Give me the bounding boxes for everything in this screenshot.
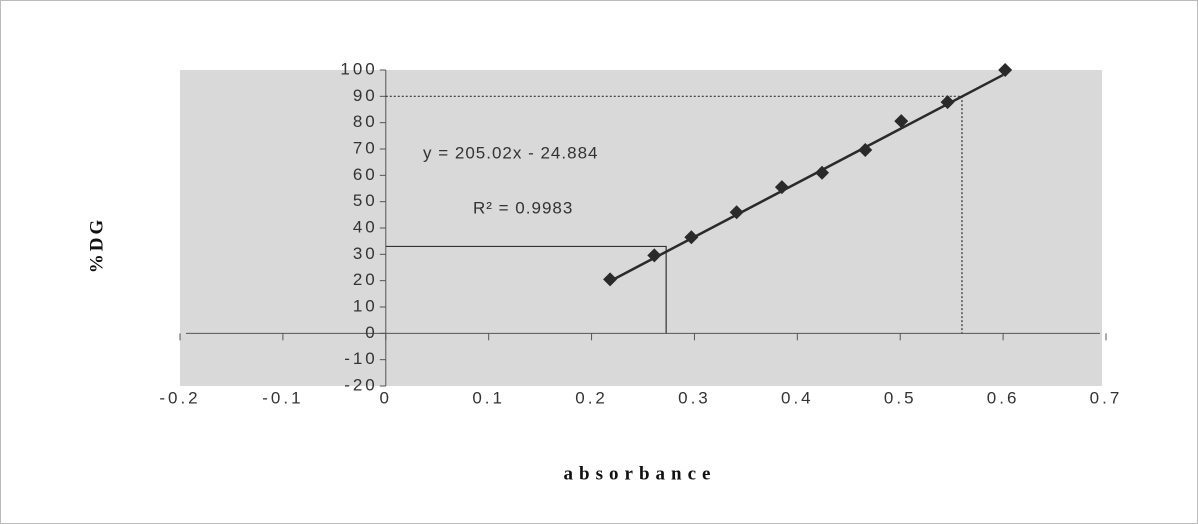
y-tick-label: 100: [340, 59, 377, 78]
y-tick-label: -10: [344, 349, 378, 368]
plot-area: [180, 70, 1102, 386]
trendline-equation: y = 205.02x - 24.884: [423, 143, 598, 162]
y-tick-label: 20: [353, 270, 378, 289]
y-tick-label: 30: [353, 244, 378, 263]
x-tick-label: 0: [380, 388, 392, 407]
r-squared: R² = 0.9983: [473, 198, 573, 217]
x-tick-label: -0.1: [262, 388, 303, 407]
x-tick-label: 0.3: [678, 388, 711, 407]
x-tick-label: 0.2: [575, 388, 608, 407]
x-tick-label: 0.4: [781, 388, 814, 407]
y-axis-title: %DG: [86, 217, 107, 274]
y-tick-label: 80: [353, 112, 378, 131]
y-tick-label: 50: [353, 191, 378, 210]
x-tick-label: 0.7: [1090, 388, 1123, 407]
y-tick-label: 10: [353, 296, 378, 315]
x-tick-label: 0.6: [987, 388, 1020, 407]
y-tick-label: 0: [365, 323, 377, 342]
y-tick-label: 90: [353, 86, 378, 105]
x-axis-title: absorbance: [564, 463, 717, 484]
y-tick-label: 40: [353, 217, 378, 236]
y-tick-label: 60: [353, 165, 378, 184]
x-tick-label: 0.5: [884, 388, 917, 407]
y-tick-label: 70: [353, 138, 378, 157]
x-tick-label: 0.1: [472, 388, 505, 407]
y-tick-label: -20: [344, 375, 378, 394]
chart: %DG absorbance -20 -10 0 10 20 30 40 50 60 70 80 90…: [0, 0, 1198, 524]
x-tick-label: -0.2: [159, 388, 200, 407]
